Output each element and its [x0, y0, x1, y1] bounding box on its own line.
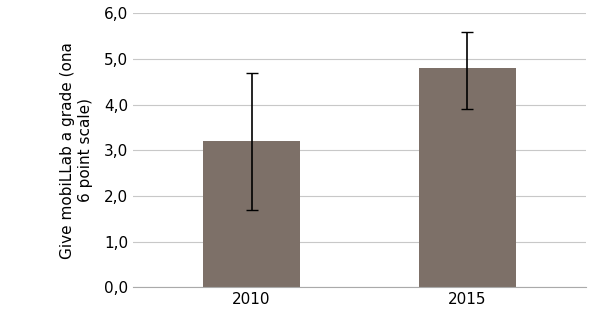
Y-axis label: Give mobiLLab a grade (ona
6 point scale): Give mobiLLab a grade (ona 6 point scale…	[60, 42, 92, 259]
Bar	[203, 141, 300, 287]
Bar	[419, 68, 516, 287]
